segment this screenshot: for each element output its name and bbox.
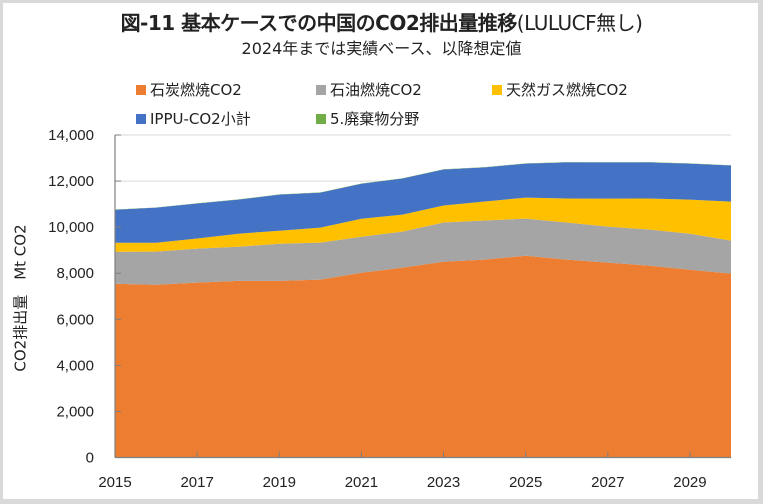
y-tick-labels: 0 2,000 4,000 6,000 8,000 10,000 12,000 14,000 xyxy=(48,127,94,467)
x-tick-label: 2029 xyxy=(673,474,706,491)
x-tick-label: 2027 xyxy=(591,474,624,491)
x-tick-labels: 2015 2017 2019 2021 2023 2025 2027 2029 xyxy=(98,474,706,491)
area-ippu xyxy=(115,162,731,243)
area-gas xyxy=(115,197,731,252)
y-tick-label: 10,000 xyxy=(48,219,94,236)
legend-item-coal: 石炭燃焼CO2 xyxy=(136,79,242,100)
legend-label-ippu: IPPU-CO2小計 xyxy=(150,110,251,128)
legend-label-oil: 石油燃焼CO2 xyxy=(330,81,422,99)
x-tick-label: 2017 xyxy=(180,474,213,491)
legend-item-oil: 石油燃焼CO2 xyxy=(316,79,422,100)
chart-subtitle: 2024年までは実績ベース、以降想定値 xyxy=(241,39,522,58)
x-tick-label: 2023 xyxy=(427,474,460,491)
x-tick-label: 2019 xyxy=(263,474,296,491)
legend-swatch-gas xyxy=(492,84,502,95)
legend-item-waste: 5.廃棄物分野 xyxy=(316,108,419,129)
legend-item-ippu: IPPU-CO2小計 xyxy=(136,108,251,129)
axes xyxy=(114,134,731,459)
legend-swatch-oil xyxy=(316,84,326,95)
area-coal xyxy=(115,255,731,458)
y-tick-label: 6,000 xyxy=(56,311,94,328)
chart-title-main: 図-11 基本ケースでの中国のCO2排出量推移 xyxy=(120,11,518,35)
y-tick-label: 4,000 xyxy=(56,357,94,374)
legend-item-gas: 天然ガス燃焼CO2 xyxy=(492,79,628,100)
y-tick-label: 2,000 xyxy=(56,403,94,420)
x-tick-label: 2025 xyxy=(509,474,542,491)
legend-label-gas: 天然ガス燃焼CO2 xyxy=(506,81,628,99)
legend-swatch-waste xyxy=(316,113,326,124)
y-tick-label: 12,000 xyxy=(48,173,94,190)
legend-swatch-ippu xyxy=(136,113,146,124)
y-tick-label: 14,000 xyxy=(48,127,94,144)
y-tick-label: 0 xyxy=(86,450,94,467)
area-oil xyxy=(115,218,731,285)
legend-label-coal: 石炭燃焼CO2 xyxy=(150,81,242,99)
legend-swatch-coal xyxy=(136,84,146,95)
chart-title-suffix: (LULUCF無し) xyxy=(516,11,643,35)
x-tick-label: 2015 xyxy=(98,474,131,491)
area-series xyxy=(115,162,731,458)
x-tick-label: 2021 xyxy=(345,474,378,491)
chart-title: 図-11 基本ケースでの中国のCO2排出量推移(LULUCF無し) xyxy=(0,7,763,36)
y-tick-label: 8,000 xyxy=(56,265,94,282)
legend-label-waste: 5.廃棄物分野 xyxy=(330,110,420,128)
